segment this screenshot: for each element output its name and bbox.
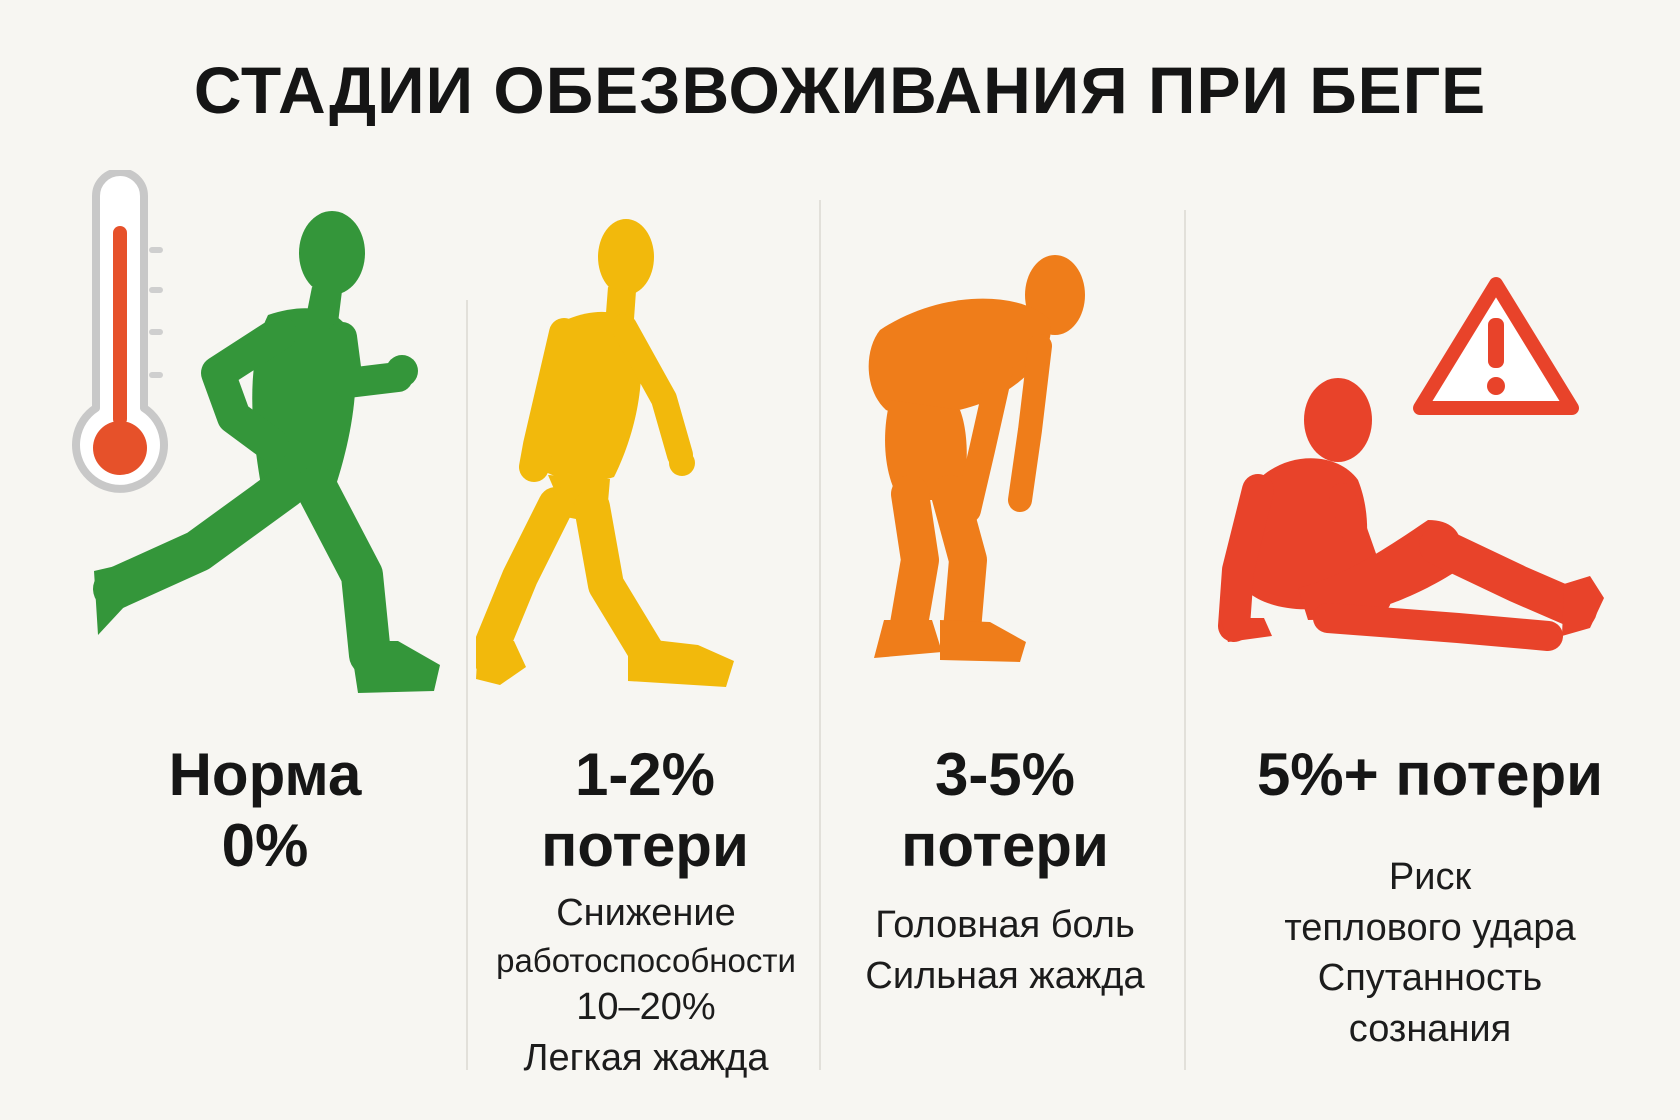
bent-over-man-figure — [868, 255, 1085, 662]
stage-2-desc-line-4: Легкая жажда — [523, 1036, 769, 1079]
walking-tired-man-figure — [476, 219, 734, 687]
stage-4-desc-line-1: Риск — [1388, 856, 1472, 898]
stage-1-percent: 0% — [221, 811, 309, 879]
divider-2 — [819, 200, 821, 1070]
stage-3-heading: 3-5% потери — [840, 740, 1170, 882]
divider-3 — [1184, 210, 1186, 1070]
stage-2-heading: 1-2% потери — [480, 740, 810, 882]
stage-4-title: 5%+ потери — [1256, 741, 1604, 808]
stage-4-desc-line-3: Спутанность — [1317, 957, 1543, 1000]
stage-2-description: Снижение работоспособности 10–20% Легкая… — [476, 888, 816, 1083]
stage-4-heading: 5%+ потери — [1200, 740, 1660, 811]
stage-1-heading: Норма 0% — [110, 740, 420, 882]
stage-2-loss-label: потери — [541, 811, 749, 879]
stage-4-description: Риск теплового удара Спутанность сознани… — [1230, 852, 1630, 1054]
warning-icon — [1413, 277, 1579, 415]
divider-1 — [466, 300, 468, 1070]
stage-3-desc-line-1: Головная боль — [875, 904, 1135, 946]
stage-3-percent: 3-5% — [934, 741, 1076, 808]
stage-3-loss-label: потери — [901, 811, 1109, 879]
stage-2-percent: 1-2% — [574, 741, 716, 808]
stage-1-title: Норма — [168, 741, 362, 808]
stage-3-desc-line-2: Сильная жажда — [865, 954, 1145, 997]
stage-4-desc-line-4: сознания — [1348, 1007, 1512, 1050]
running-man-figure — [93, 211, 440, 693]
stage-2-desc-line-1: Снижение — [556, 892, 736, 934]
stage-4-desc-line-2: теплового удара — [1284, 906, 1576, 949]
stage-3-description: Головная боль Сильная жажда — [830, 900, 1180, 1001]
infographic-title: СТАДИИ ОБЕЗВОЖИВАНИЯ ПРИ БЕГЕ — [193, 53, 1487, 127]
collapsed-man-figure — [1218, 378, 1604, 651]
stage-2-desc-line-2: работоспособности — [496, 941, 796, 979]
stage-2-desc-line-3: 10–20% — [576, 986, 716, 1029]
thermometer-icon — [72, 170, 168, 493]
